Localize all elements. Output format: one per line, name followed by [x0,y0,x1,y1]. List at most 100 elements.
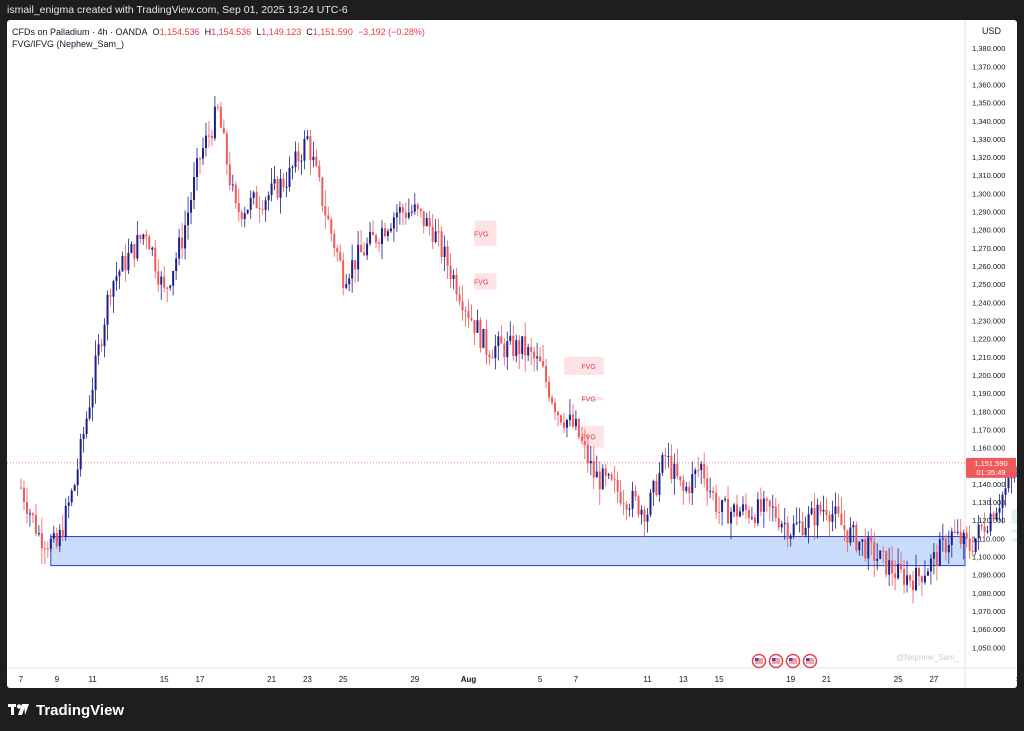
currency-label[interactable]: USD [981,26,1001,36]
candle-body [366,243,369,256]
candle-body [181,237,184,249]
candle-body [237,203,240,213]
candle-body [46,548,49,550]
y-tick-label: 1,320.000 [972,153,1005,162]
candle-body [649,492,652,515]
x-tick-label: 25 [339,675,348,684]
candle-body [900,564,903,570]
candle-body [658,472,661,495]
y-tick-label: 1,370.000 [972,62,1005,71]
candlestick-chart[interactable]: 1,050.000 1,060.000 1,070.000 1,080.000 1,09… [7,20,1017,688]
candle-body [989,513,992,532]
candle-body [124,255,127,271]
fvg-zone [1011,529,1017,533]
candle-body [843,525,846,531]
candle-body [867,537,870,559]
y-tick-label: 1,380.000 [972,44,1005,53]
candle-body [759,499,762,512]
candle-body [222,127,225,134]
candle-body [580,437,583,442]
candle-body [774,506,777,518]
support-zone[interactable] [50,536,966,567]
ohlc-line: CFDs on Palladium · 4h · OANDA O1,154.53… [12,26,425,38]
candle-body [846,530,849,543]
candle-body [986,531,989,533]
y-tick-label: 1,210.000 [972,353,1005,362]
candle-body [795,522,798,524]
candle-body [479,320,482,348]
y-tick-label: 1,300.000 [972,189,1005,198]
tradingview-logo[interactable]: TradingView [8,700,124,720]
candle-body [339,252,342,261]
candle-body [476,320,479,333]
tradingview-logo-icon [8,704,29,715]
candle-body [136,234,139,259]
candle-body [410,211,413,213]
candle-body [777,517,780,528]
candle-body [718,511,721,513]
candle-body [885,550,888,575]
candle-body [929,558,932,572]
symbol-title[interactable]: CFDs on Palladium · 4h · OANDA [12,27,148,37]
fvg-label: FVG [474,279,488,286]
candle-body [127,252,130,271]
candle-body [595,471,598,478]
candle-body [190,200,193,213]
candle-body [360,244,363,253]
candle-body [88,407,91,419]
x-tick-label: 7 [574,675,579,684]
candle-body [94,355,97,390]
candle-body [28,513,31,515]
chart-frame[interactable]: 1,050.000 1,060.000 1,070.000 1,080.000 1,09… [7,20,1017,688]
candle-body [419,208,422,212]
candle-body [440,231,443,258]
countdown-value: 01:35:49 [976,468,1005,477]
candle-body [652,480,655,493]
creator-line: ismail_enigma created with TradingView.c… [7,4,348,16]
candle-body [637,496,640,515]
candle-body [470,318,473,321]
candle-body [228,164,231,186]
y-tick-label: 1,180.000 [972,407,1005,416]
candle-body [285,186,288,188]
candle-body [897,564,900,579]
candle-body [428,217,431,227]
candle-body [604,468,607,476]
y-tick-label: 1,260.000 [972,262,1005,271]
candle-body [965,532,968,539]
footer-bar: TradingView [0,688,1024,731]
low-value: 1,149.123 [261,27,302,37]
y-tick-label: 1,310.000 [972,171,1005,180]
candle-body [673,463,676,479]
candle-body [264,200,267,210]
candle-body [503,343,506,358]
y-tick-label: 1,070.000 [972,607,1005,616]
candle-body [294,151,297,168]
candle-body [306,136,309,139]
candle-body [85,418,88,435]
candle-body [968,538,971,551]
candle-body [31,513,34,515]
candle-body [804,527,807,536]
candle-body [909,575,912,581]
flag-canton [755,658,759,661]
y-tick-label: 1,170.000 [972,425,1005,434]
candle-body [357,244,360,270]
fvg-label: FVG [474,231,488,238]
candle-body [870,537,873,542]
indicator-label[interactable]: FVG/IFVG (Nephew_Sam_) [12,39,125,49]
candle-body [160,276,163,285]
candle-body [363,252,366,256]
y-tick-label: 1,360.000 [972,80,1005,89]
low-label: L [256,27,262,37]
candle-body [562,422,565,428]
candle-body [724,499,727,501]
candle-body [721,500,724,512]
candle-body [727,499,730,524]
candle-body [828,514,831,522]
candle-body [485,328,488,355]
high-value: 1,154.536 [211,27,252,37]
candle-body [840,513,843,526]
candle-body [321,177,324,206]
candle-body [577,419,580,438]
